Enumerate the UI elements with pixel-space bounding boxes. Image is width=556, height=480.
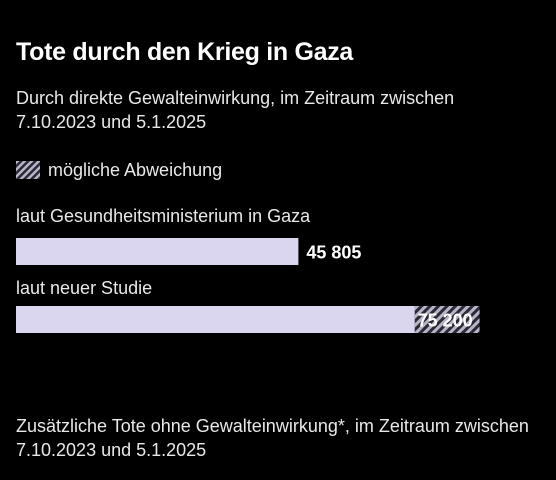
bar-value-label-0: 45 805 xyxy=(306,243,361,263)
hatched-swatch-icon xyxy=(16,161,40,179)
legend: mögliche Abweichung xyxy=(16,158,222,182)
bar-1 xyxy=(16,306,415,333)
bar-label-studie: laut neuer Studie xyxy=(16,278,153,298)
chart-subtitle: Durch direkte Gewalteinwirkung, im Zeitr… xyxy=(16,88,455,132)
legend-label: mögliche Abweichung xyxy=(48,159,223,180)
bar-deviation-1 xyxy=(414,306,480,333)
chart-title: Tote durch den Krieg in Gaza xyxy=(16,38,354,66)
bar-value-label-1: 75 200 xyxy=(418,311,473,331)
bar-label-ministerium: laut Gesundheitsministerium in Gaza xyxy=(16,206,311,226)
bar-0 xyxy=(16,238,299,265)
footnote: Zusätzliche Tote ohne Gewalteinwirkung*,… xyxy=(16,416,529,460)
